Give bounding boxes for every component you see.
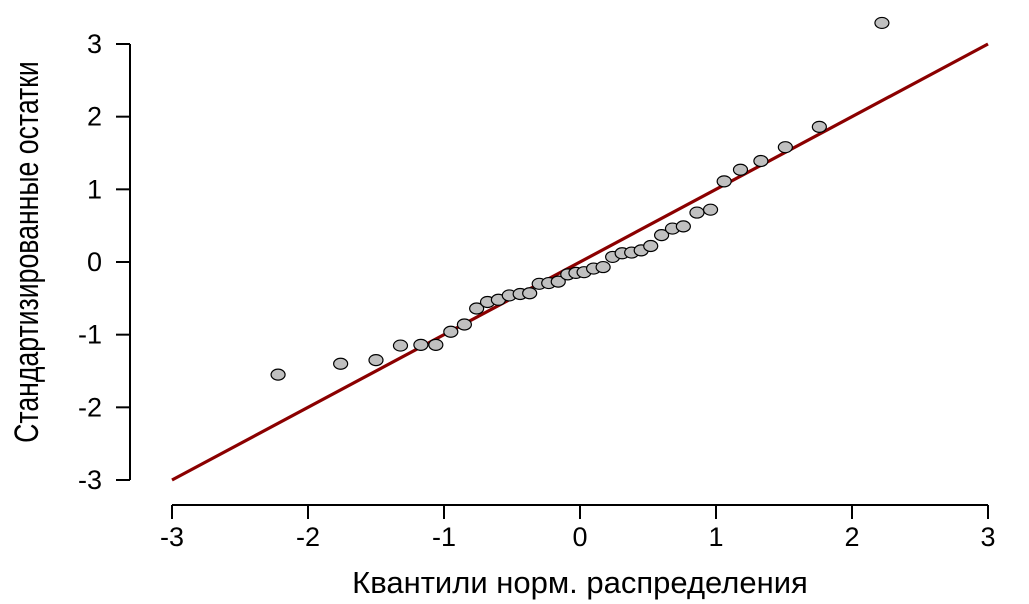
x-tick-label: 2	[844, 522, 859, 552]
y-tick-label: -2	[78, 392, 102, 422]
data-point	[595, 260, 611, 274]
data-point	[732, 163, 749, 176]
data-point	[675, 220, 691, 233]
x-axis: -3 -2 -1 0 1 2 3	[160, 504, 996, 552]
x-tick-label: -2	[296, 522, 320, 552]
y-axis-title: Стандартизированные остатки	[7, 61, 46, 443]
x-tick-label: -1	[432, 522, 456, 552]
y-tick-label: -3	[78, 465, 102, 495]
data-point	[753, 154, 769, 168]
x-tick-label: -3	[160, 522, 184, 552]
x-axis-title: Квантили норм. распределения	[352, 565, 808, 600]
data-point	[702, 203, 719, 216]
data-point	[811, 120, 827, 133]
data-point	[392, 339, 409, 352]
data-point	[270, 368, 286, 381]
y-tick-label: 3	[87, 29, 102, 59]
data-point	[522, 287, 538, 300]
data-point	[443, 325, 459, 338]
points-layer	[270, 16, 890, 381]
x-tick-label: 1	[708, 522, 723, 552]
data-point	[456, 318, 472, 331]
y-tick-label: 1	[87, 174, 102, 204]
data-point	[874, 16, 890, 30]
data-point	[413, 338, 429, 351]
data-point	[716, 175, 732, 188]
y-axis: -3 -2 -1 0 1 2 3	[78, 29, 131, 495]
data-point	[643, 239, 659, 253]
y-tick-label: -1	[78, 320, 102, 350]
data-point	[653, 229, 670, 242]
x-tick-label: 0	[572, 522, 587, 552]
data-point	[469, 302, 485, 315]
reference-line	[171, 42, 989, 482]
data-point	[333, 357, 349, 370]
y-tick-label: 0	[87, 247, 102, 277]
data-point	[689, 206, 705, 219]
data-point	[368, 354, 384, 367]
reference-line-layer	[171, 42, 989, 482]
data-point	[550, 275, 566, 288]
x-tick-label: 3	[980, 522, 995, 552]
y-tick-label: 2	[87, 102, 102, 132]
data-point	[428, 338, 444, 351]
data-point	[777, 141, 793, 154]
